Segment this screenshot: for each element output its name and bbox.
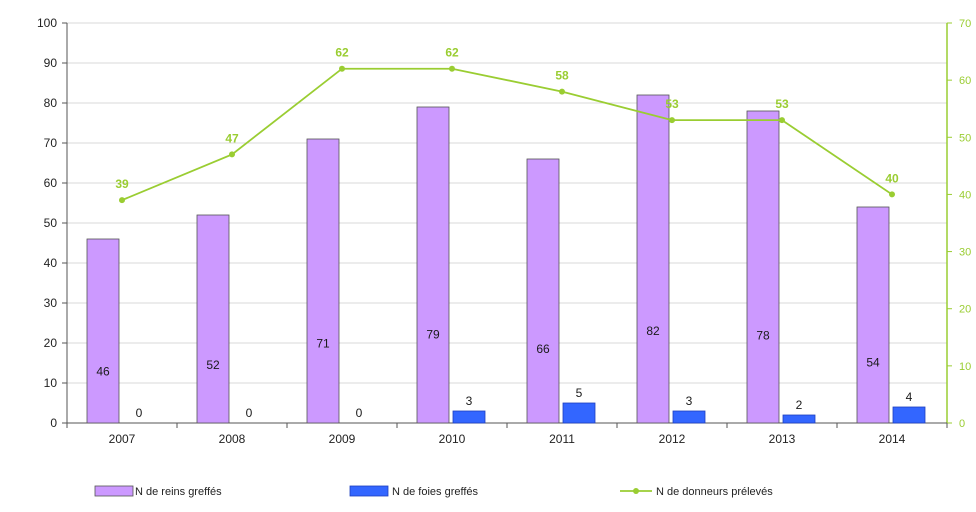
bar-foies-2010	[452, 410, 486, 424]
bar-reins-2007	[86, 238, 120, 424]
legend-label-foies: N de foies greffés	[392, 486, 479, 498]
bar-reins-2008	[196, 214, 230, 424]
bar-label-foies: 3	[466, 394, 473, 408]
y2-tick-label: 70	[959, 18, 971, 30]
line-series	[119, 65, 895, 204]
y-tick-label: 0	[50, 416, 57, 430]
bar-foies-2014	[892, 406, 926, 424]
line-label-donneurs: 53	[665, 97, 679, 111]
x-tick-label: 2008	[219, 432, 246, 446]
line-label-donneurs: 40	[885, 171, 899, 185]
y-tick-label: 80	[44, 96, 58, 110]
line-point-donneurs	[779, 117, 785, 124]
bar-reins-2011	[526, 158, 560, 424]
bar-reins-2013	[746, 110, 780, 424]
bar-reins-2010	[416, 106, 450, 424]
line-point-donneurs	[559, 88, 565, 95]
y-tick-label: 60	[44, 176, 58, 190]
line-label-donneurs: 62	[445, 46, 459, 60]
data-labels: 46 0 52 0 71 0 79 3 66 5 82 3 78 2 54 4 39 47 62 62 58 53 53 40	[96, 46, 912, 420]
x-tick-label: 2010	[439, 432, 466, 446]
legend-swatch-foies	[349, 485, 389, 497]
line-point-donneurs	[449, 65, 455, 72]
line-label-donneurs: 39	[115, 177, 129, 191]
y2-tick-label: 0	[959, 418, 965, 430]
line-point-donneurs	[119, 197, 125, 204]
y2-tick-label: 60	[959, 75, 971, 87]
line-donneurs	[121, 67, 893, 201]
y-tick-label: 30	[44, 296, 58, 310]
y-tick-label: 70	[44, 136, 58, 150]
bar-reins-2012	[636, 94, 670, 424]
y2-tick-label: 50	[959, 132, 971, 144]
bar-reins-2009	[306, 138, 340, 424]
bar-label-reins: 52	[206, 358, 220, 372]
y-tick-label: 40	[44, 256, 58, 270]
line-point-donneurs	[889, 191, 895, 198]
y-tick-label: 20	[44, 336, 58, 350]
bar-label-reins: 78	[756, 329, 770, 343]
y2-tick-label: 10	[959, 361, 971, 373]
legend-label-reins: N de reins greffés	[135, 486, 222, 498]
x-tick-label: 2011	[549, 432, 575, 446]
legend-swatch-reins	[94, 485, 134, 497]
bar-label-foies: 0	[356, 406, 363, 420]
legend: N de reins greffés N de foies greffés N de…	[94, 485, 773, 498]
x-tick-label: 2014	[879, 432, 906, 446]
x-tick-label: 2009	[329, 432, 356, 446]
line-point-donneurs	[339, 65, 345, 72]
line-point-donneurs	[669, 117, 675, 124]
line-label-donneurs: 47	[225, 131, 239, 145]
y-tick-label: 90	[44, 56, 58, 70]
bar-foies-2011	[562, 402, 596, 424]
bars	[86, 94, 926, 424]
bar-label-reins: 66	[536, 342, 550, 356]
bar-label-foies: 3	[686, 394, 693, 408]
bar-label-foies: 2	[796, 398, 803, 412]
bar-foies-2012	[672, 410, 706, 424]
y-tick-label: 50	[44, 216, 58, 230]
y2-tick-label: 40	[959, 189, 971, 201]
bar-label-foies: 0	[246, 406, 253, 420]
bar-label-foies: 5	[576, 386, 583, 400]
x-tick-label: 2013	[769, 432, 796, 446]
bar-foies-2013	[782, 414, 816, 424]
line-label-donneurs: 58	[555, 69, 569, 83]
bar-label-reins: 54	[866, 356, 880, 370]
bar-label-foies: 4	[906, 390, 913, 404]
line-label-donneurs: 53	[775, 97, 789, 111]
y2-tick-label: 30	[959, 247, 971, 259]
bar-label-reins: 71	[316, 336, 330, 350]
legend-label-donneurs: N de donneurs prélevés	[656, 486, 773, 498]
y-tick-label: 10	[44, 376, 58, 390]
y-tick-label: 100	[37, 16, 57, 30]
line-label-donneurs: 62	[335, 46, 349, 60]
y2-tick-label: 20	[959, 304, 971, 316]
x-tick-label: 2007	[109, 432, 136, 446]
x-tick-label: 2012	[659, 432, 686, 446]
bar-reins-2014	[856, 206, 890, 424]
bar-label-foies: 0	[136, 406, 143, 420]
line-point-donneurs	[229, 151, 235, 158]
legend-marker-donneurs	[633, 488, 639, 494]
axes: 0102030405060708090100010203040506070200…	[37, 16, 971, 446]
bar-label-reins: 82	[646, 324, 660, 338]
bar-label-reins: 79	[426, 328, 440, 342]
bar-label-reins: 46	[96, 364, 110, 378]
